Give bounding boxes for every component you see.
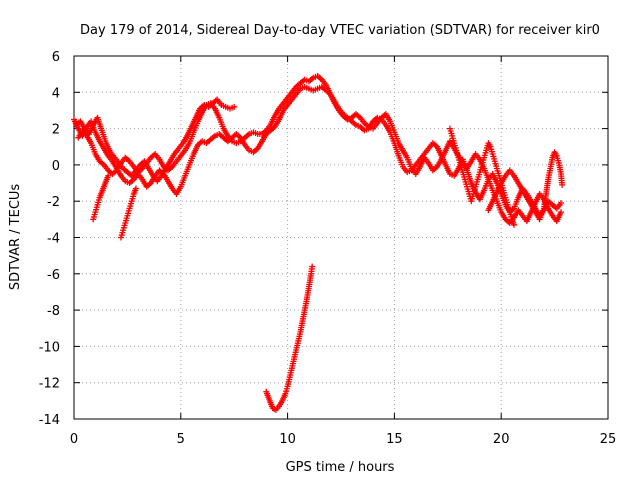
y-tick-label: -12 xyxy=(39,377,60,392)
y-axis-label: SDTVAR / TECUs xyxy=(8,184,23,291)
y-tick-label: -4 xyxy=(47,232,60,247)
x-tick-label: 0 xyxy=(70,432,78,447)
x-tick-label: 15 xyxy=(386,432,403,447)
x-tick-label: 5 xyxy=(177,432,185,447)
x-tick-label: 10 xyxy=(279,432,296,447)
data-point xyxy=(309,263,316,270)
data-point xyxy=(558,209,565,216)
y-tick-label: -14 xyxy=(39,413,60,428)
data-point xyxy=(559,181,566,188)
series-trace-5 xyxy=(117,185,139,241)
y-tick-label: -2 xyxy=(47,195,60,210)
series-group xyxy=(71,72,566,413)
series-trace-7 xyxy=(446,125,518,228)
y-tick-label: -6 xyxy=(47,268,60,283)
data-point xyxy=(231,103,238,110)
y-tick-label: -8 xyxy=(47,304,60,319)
chart-title: Day 179 of 2014, Sidereal Day-to-day VTE… xyxy=(80,23,600,38)
data-point xyxy=(132,185,139,192)
series-trace-4 xyxy=(90,172,112,223)
x-axis-label: GPS time / hours xyxy=(286,460,395,475)
y-tick-label: 2 xyxy=(52,123,60,138)
series-trace-6 xyxy=(263,263,316,413)
x-tick-label: 20 xyxy=(493,432,510,447)
axis-ticks: 0 5 10 15 20 25 -14 -12 -10 -8 -6 -4 -2 0 2 4 6 xyxy=(39,50,617,447)
data-point xyxy=(511,221,518,228)
data-point xyxy=(105,172,112,179)
y-tick-label: 6 xyxy=(52,50,60,65)
series-trace-8 xyxy=(485,149,566,223)
y-tick-label: -10 xyxy=(39,340,60,355)
y-tick-label: 0 xyxy=(52,159,60,174)
y-tick-label: 4 xyxy=(52,86,60,101)
series-trace-3 xyxy=(73,96,238,185)
data-point xyxy=(558,200,565,207)
x-tick-label: 25 xyxy=(600,432,617,447)
